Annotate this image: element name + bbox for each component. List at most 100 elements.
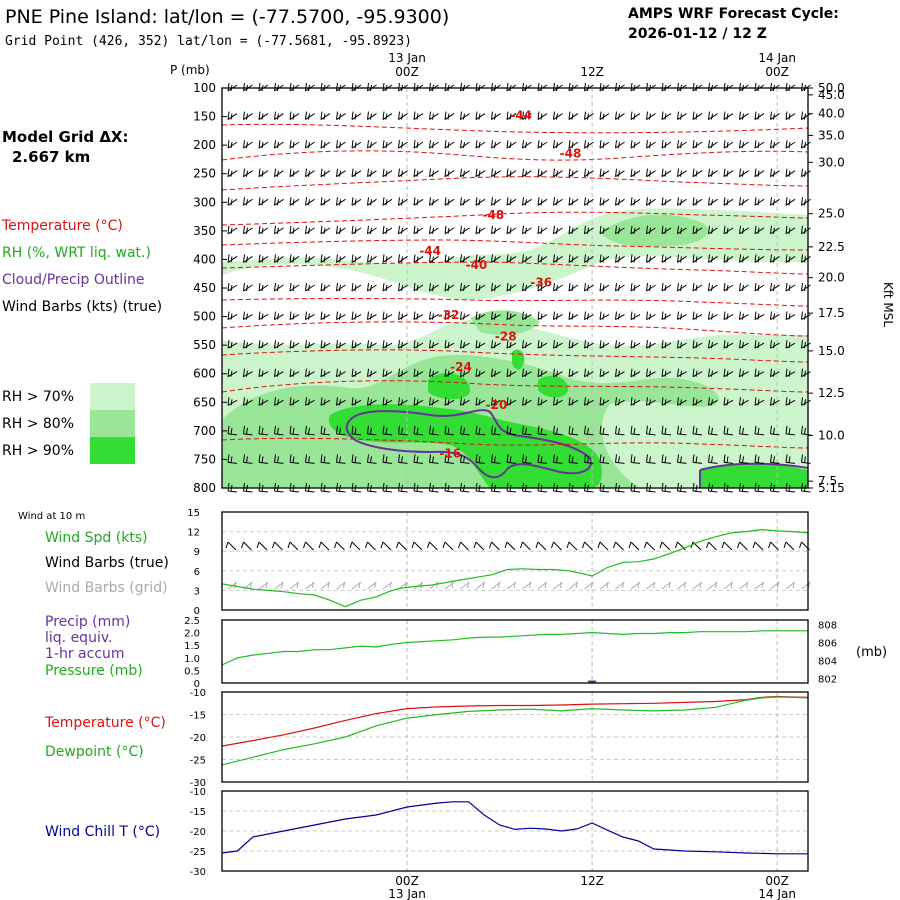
wind-barb xyxy=(475,282,486,292)
wind-barb xyxy=(305,282,315,292)
wind-barb xyxy=(289,368,300,378)
wind-barb xyxy=(630,111,641,120)
wind-barb xyxy=(615,225,625,235)
pressure-tick-label: 802 xyxy=(818,675,837,686)
wind-barb xyxy=(460,168,470,178)
axis-tick-label: 1.0 xyxy=(184,654,200,665)
wind-barb xyxy=(444,197,455,206)
axis-tick-label: 6 xyxy=(194,567,200,578)
wind-barb xyxy=(584,454,594,464)
wind-barb xyxy=(274,197,284,206)
wind-barb xyxy=(615,397,625,406)
wind-barb xyxy=(274,282,284,292)
wind-barb xyxy=(770,397,780,406)
pressure-unit: (mb) xyxy=(856,645,887,660)
wind-barb xyxy=(351,111,362,120)
temperature-contours xyxy=(221,123,809,449)
wind-barb xyxy=(568,254,579,263)
wind-barb xyxy=(367,340,377,349)
wind-barb xyxy=(382,340,393,349)
wind-barb xyxy=(336,425,346,436)
wind-barb xyxy=(413,111,424,120)
precip-label-accum: 1-hr accum xyxy=(45,646,125,662)
surface-wind-barb-grid xyxy=(599,581,610,590)
axis-tick-label: -15 xyxy=(190,711,206,722)
axis-tick-label: 3 xyxy=(194,586,200,597)
surface-wind-barb-grid xyxy=(754,581,765,590)
wind-barb xyxy=(429,368,439,378)
wind-barb xyxy=(336,168,346,178)
wind-barb xyxy=(320,111,331,120)
wind-barb xyxy=(677,397,687,406)
wind-barb xyxy=(646,340,656,349)
wind-barb xyxy=(723,397,734,406)
time-tick-label: 12Z xyxy=(580,65,604,79)
pressure-tick-label: 650 xyxy=(193,395,216,409)
surface-wind-barb-true xyxy=(675,541,686,551)
height-tick-label: 7.5 xyxy=(818,474,837,488)
wind-barb xyxy=(351,197,362,206)
wind-barb xyxy=(289,425,300,436)
wind-barb xyxy=(475,225,486,235)
wind-barbs-grid-label: Wind Barbs (grid) xyxy=(45,580,168,596)
height-tick-label: 22.5 xyxy=(818,240,845,254)
surface-wind-barb-true xyxy=(473,541,485,551)
wind-barb xyxy=(289,397,300,406)
time-date-label: 13 Jan xyxy=(388,887,426,900)
wind-barb xyxy=(506,397,517,406)
wind-barb xyxy=(770,140,780,149)
wind-barb xyxy=(661,197,672,206)
height-tick-label: 12.5 xyxy=(818,386,845,400)
wind-barb xyxy=(305,397,315,406)
surface-wind-barb-grid xyxy=(801,581,811,590)
wind-barb xyxy=(289,311,300,321)
wind-barb xyxy=(351,225,362,235)
legend-wind-barbs: Wind Barbs (kts) (true) xyxy=(2,299,162,315)
temperature-panel: Temperature (°C) Dewpoint (°C) -10 -15 -20… xyxy=(44,688,809,789)
surface-wind-barb-grid xyxy=(785,581,796,590)
wind-barb xyxy=(801,140,811,149)
wind-barb xyxy=(739,82,749,92)
height-tick-label: 15.0 xyxy=(818,344,845,358)
wind-barb xyxy=(506,82,517,92)
wind-barb xyxy=(491,111,501,120)
wind-barb xyxy=(227,197,238,206)
wind-barb xyxy=(429,111,439,120)
wind-barb xyxy=(754,197,765,206)
wind-barb xyxy=(351,397,362,406)
wind-barb xyxy=(754,340,765,349)
wind-barb xyxy=(568,282,579,292)
wind-barb xyxy=(274,82,284,92)
wind-grid xyxy=(222,512,808,610)
wind-barb xyxy=(274,397,284,406)
axis-tick-label: -10 xyxy=(190,688,206,699)
surface-wind-barb-true xyxy=(256,541,268,551)
wind-barb xyxy=(274,311,284,321)
wind-barb xyxy=(398,168,408,178)
surface-wind-barb-true xyxy=(349,541,361,551)
surface-wind-barb-grid xyxy=(615,581,625,590)
wind-barb xyxy=(599,197,610,206)
wind-barb xyxy=(708,225,718,235)
wind-barb xyxy=(351,454,362,464)
surface-wind-barb-true xyxy=(442,541,454,551)
wind-barb xyxy=(522,368,532,378)
wind-barb xyxy=(801,254,811,263)
axis-tick-label: 2.5 xyxy=(184,616,200,627)
wind-barb xyxy=(630,340,641,349)
wind-barb xyxy=(615,425,625,436)
height-axis-title: Kft MSL xyxy=(881,282,895,327)
rh-legend: RH > 70% RH > 80% RH > 90% xyxy=(2,383,135,464)
wind-barb xyxy=(320,454,331,464)
wind-barb xyxy=(692,425,703,436)
wind-barb xyxy=(537,168,548,178)
wind-barb xyxy=(227,254,238,263)
wind-barb xyxy=(491,197,501,206)
wind-barb xyxy=(305,340,315,349)
wind-barb xyxy=(227,425,238,436)
height-tick-label: 30.0 xyxy=(818,155,845,169)
wind-barb xyxy=(723,225,734,235)
wind-barb xyxy=(568,197,579,206)
wind-barb xyxy=(785,82,796,92)
